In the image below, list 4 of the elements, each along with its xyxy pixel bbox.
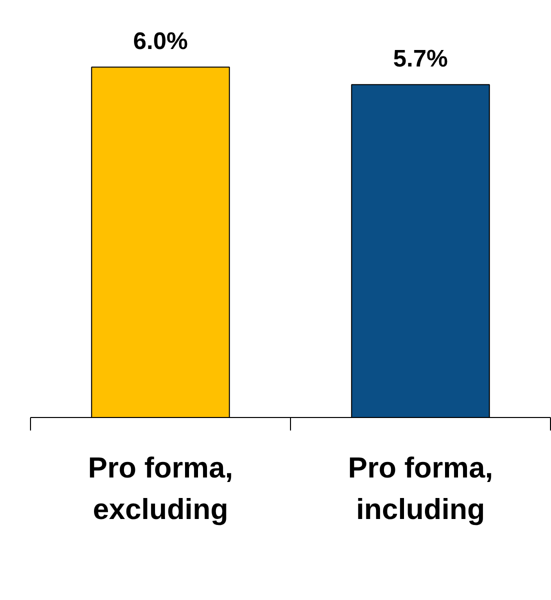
x-tick-label: Pro forma, excluding bbox=[88, 452, 234, 526]
x-tick-label: Pro forma, including bbox=[348, 452, 494, 526]
data-label: 5.7% bbox=[393, 46, 448, 73]
data-label: 6.0% bbox=[133, 28, 188, 56]
